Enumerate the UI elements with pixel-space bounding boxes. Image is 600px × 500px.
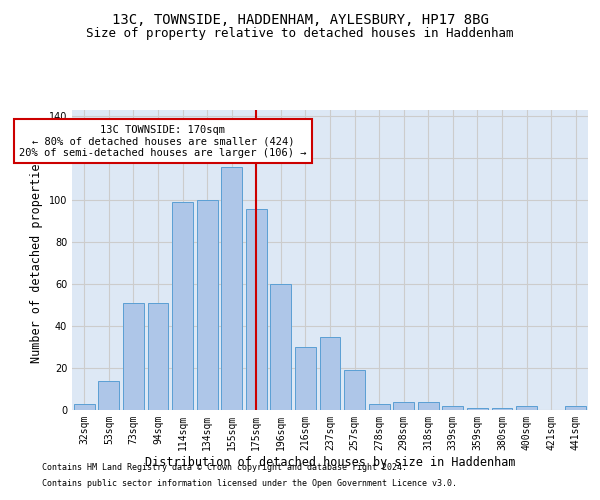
Text: 13C TOWNSIDE: 170sqm
← 80% of detached houses are smaller (424)
20% of semi-deta: 13C TOWNSIDE: 170sqm ← 80% of detached h…	[19, 124, 307, 158]
Bar	[368, 404, 389, 410]
Bar	[197, 200, 218, 410]
Bar	[393, 402, 414, 410]
Bar	[418, 402, 439, 410]
X-axis label: Distribution of detached houses by size in Haddenham: Distribution of detached houses by size …	[145, 456, 515, 468]
Bar	[172, 202, 193, 410]
Text: 13C, TOWNSIDE, HADDENHAM, AYLESBURY, HP17 8BG: 13C, TOWNSIDE, HADDENHAM, AYLESBURY, HP1…	[112, 12, 488, 26]
Bar	[148, 303, 169, 410]
Bar	[516, 406, 537, 410]
Bar	[246, 208, 267, 410]
Bar	[123, 303, 144, 410]
Text: Size of property relative to detached houses in Haddenham: Size of property relative to detached ho…	[86, 28, 514, 40]
Bar	[295, 347, 316, 410]
Bar	[74, 404, 95, 410]
Bar	[320, 336, 340, 410]
Bar	[442, 406, 463, 410]
Y-axis label: Number of detached properties: Number of detached properties	[30, 156, 43, 364]
Bar	[271, 284, 292, 410]
Bar	[221, 166, 242, 410]
Bar	[565, 406, 586, 410]
Bar	[344, 370, 365, 410]
Bar	[98, 380, 119, 410]
Bar	[491, 408, 512, 410]
Bar	[467, 408, 488, 410]
Text: Contains HM Land Registry data © Crown copyright and database right 2024.: Contains HM Land Registry data © Crown c…	[42, 464, 407, 472]
Text: Contains public sector information licensed under the Open Government Licence v3: Contains public sector information licen…	[42, 478, 457, 488]
